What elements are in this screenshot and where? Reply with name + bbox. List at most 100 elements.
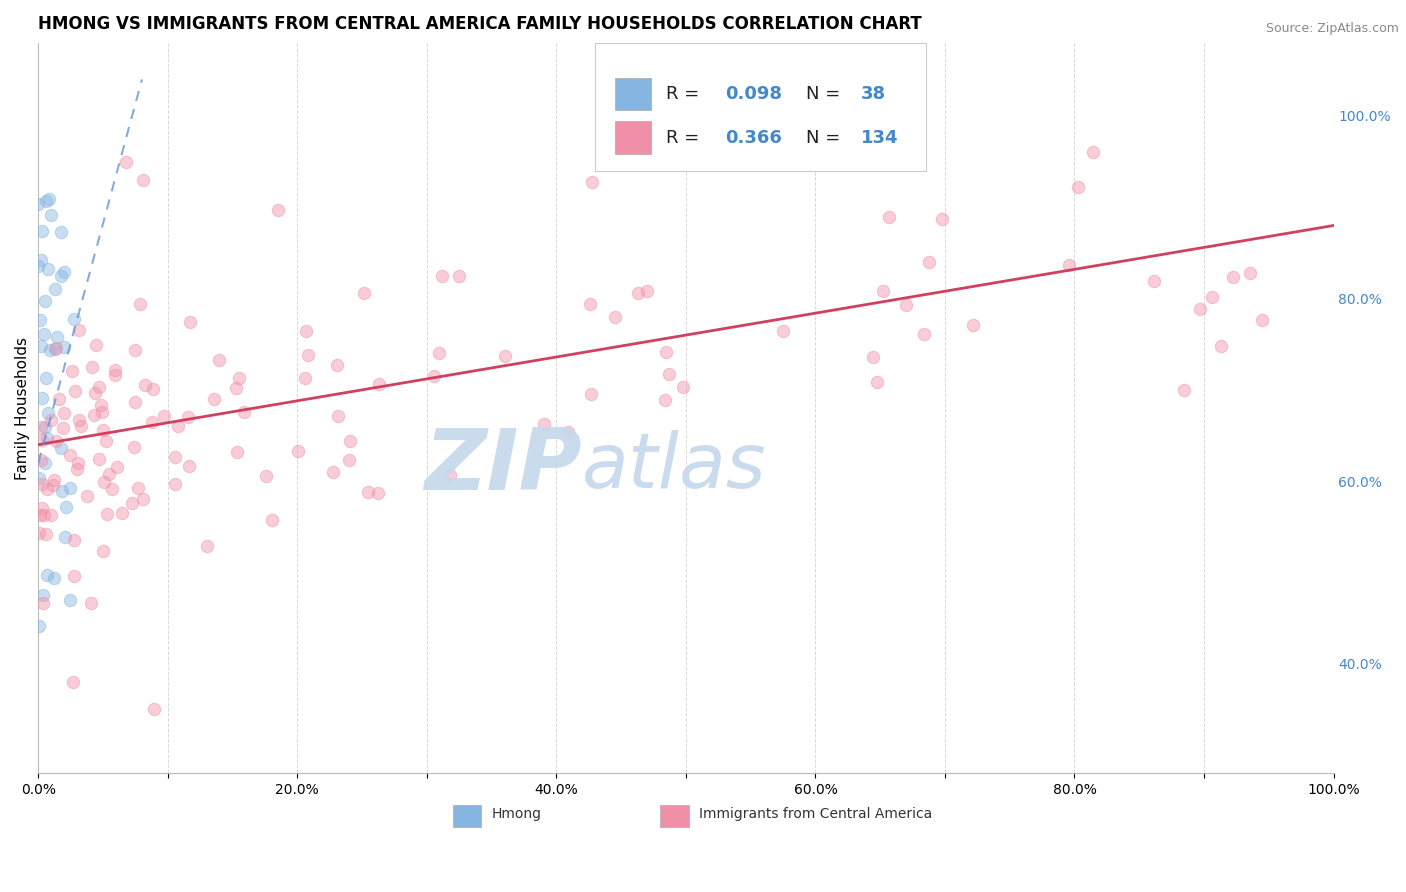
Point xyxy=(42,477,65,491)
Point xyxy=(37,482,59,496)
Point xyxy=(45,341,67,355)
Y-axis label: Family Households: Family Households xyxy=(15,336,30,480)
Point xyxy=(49,268,72,283)
Point xyxy=(862,350,884,364)
Point xyxy=(141,415,163,429)
Point xyxy=(872,284,894,298)
Text: 0.098: 0.098 xyxy=(724,85,782,103)
Point xyxy=(38,343,60,357)
Text: 134: 134 xyxy=(860,128,898,147)
Point xyxy=(294,371,316,385)
Point xyxy=(672,380,695,394)
Point xyxy=(53,265,76,279)
Point xyxy=(35,431,58,445)
Point xyxy=(69,419,91,434)
Point xyxy=(91,544,114,558)
Point xyxy=(134,378,156,392)
Point xyxy=(579,297,602,311)
Point xyxy=(1222,269,1244,284)
Point xyxy=(115,154,138,169)
Point xyxy=(37,407,59,421)
Point xyxy=(1059,258,1081,272)
Point xyxy=(59,593,82,607)
Point xyxy=(76,489,98,503)
Point xyxy=(772,324,794,338)
Point xyxy=(31,477,53,491)
Point xyxy=(94,434,117,449)
Point xyxy=(42,473,65,487)
Point xyxy=(34,420,56,434)
Point xyxy=(124,395,146,409)
Point xyxy=(165,477,187,491)
Point xyxy=(866,375,889,389)
Point xyxy=(202,392,225,406)
Point xyxy=(28,508,51,522)
Point xyxy=(51,420,73,434)
Point xyxy=(195,539,218,553)
Point xyxy=(30,339,52,353)
Point xyxy=(63,569,86,583)
Point xyxy=(84,338,107,352)
Point xyxy=(30,312,52,326)
Point xyxy=(260,513,283,527)
Point xyxy=(53,530,76,544)
Point xyxy=(439,468,461,483)
Point xyxy=(127,481,149,495)
Point xyxy=(66,462,89,476)
Point xyxy=(39,413,62,427)
Point xyxy=(962,318,984,332)
Point xyxy=(658,367,681,381)
Point xyxy=(30,453,52,467)
Point xyxy=(121,496,143,510)
Point xyxy=(65,384,87,399)
Point xyxy=(163,450,186,465)
Point xyxy=(59,448,82,462)
Point xyxy=(49,442,72,456)
Point xyxy=(32,508,55,523)
Point xyxy=(35,527,58,541)
Point xyxy=(62,675,84,690)
Point xyxy=(62,533,84,548)
Point xyxy=(339,434,361,448)
Point xyxy=(357,484,380,499)
Point xyxy=(179,458,201,473)
Point xyxy=(167,419,190,434)
Point xyxy=(266,202,288,217)
Point xyxy=(104,368,127,382)
Point xyxy=(179,315,201,329)
Point xyxy=(533,417,555,431)
Text: atlas: atlas xyxy=(582,430,766,504)
Point xyxy=(1239,266,1261,280)
Point xyxy=(232,405,254,419)
Point xyxy=(100,482,122,496)
Point xyxy=(627,285,650,300)
Point xyxy=(1143,274,1166,288)
Point xyxy=(654,345,676,359)
Point xyxy=(228,371,250,385)
Point xyxy=(1211,339,1233,353)
Point xyxy=(132,492,155,507)
Point xyxy=(91,405,114,419)
FancyBboxPatch shape xyxy=(595,43,925,170)
Point xyxy=(894,298,917,312)
Point xyxy=(39,508,62,523)
Point xyxy=(49,226,72,240)
Point xyxy=(337,453,360,467)
Point xyxy=(177,409,200,424)
Point xyxy=(581,386,603,401)
Point xyxy=(93,475,115,490)
Point xyxy=(124,343,146,357)
Point xyxy=(34,194,56,209)
Text: R =: R = xyxy=(666,128,706,147)
Point xyxy=(427,345,450,359)
Point xyxy=(55,500,77,515)
Point xyxy=(35,371,58,385)
Point xyxy=(31,392,53,406)
Point xyxy=(297,347,319,361)
Point xyxy=(287,443,309,458)
FancyBboxPatch shape xyxy=(659,805,689,827)
Point xyxy=(353,286,375,301)
Point xyxy=(225,445,247,459)
Point xyxy=(44,282,66,296)
Point xyxy=(367,377,389,392)
